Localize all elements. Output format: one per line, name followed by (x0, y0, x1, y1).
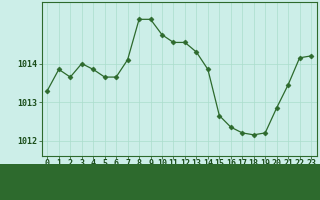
X-axis label: Graphe pression niveau de la mer (hPa): Graphe pression niveau de la mer (hPa) (68, 170, 291, 180)
